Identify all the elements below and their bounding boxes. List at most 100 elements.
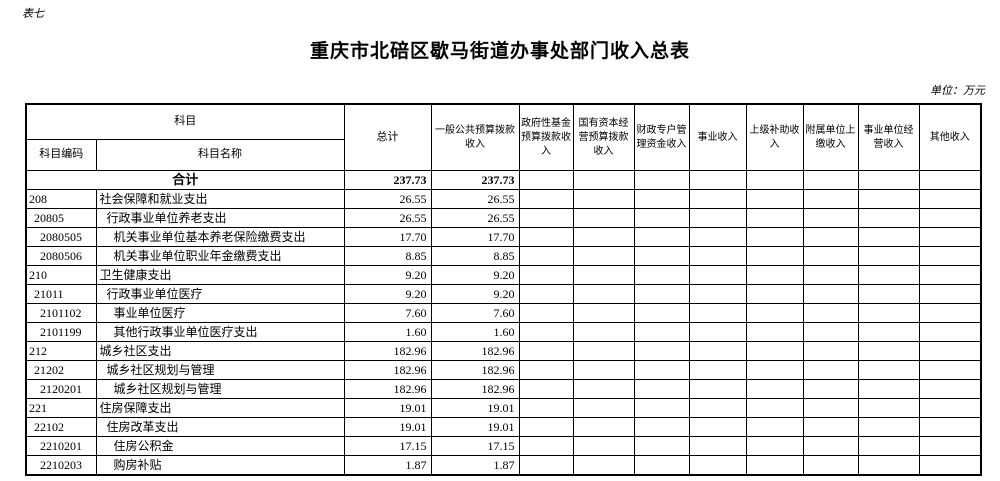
table-row: 2210203 购房补贴 1.87 1.87 [25, 455, 982, 476]
value-cell [918, 246, 982, 266]
value-cell [857, 303, 920, 323]
value-cell [745, 246, 804, 266]
header-row-1: 科目 总计 一般公共预算拨款收入 政府性基金预算拨款收入 国有资本经营预算拨款收… [25, 103, 982, 171]
total-row-value: 237.73 [343, 170, 432, 190]
subject-code-cell: 2080506 [25, 246, 97, 266]
value-cell [633, 227, 690, 247]
value-cell [518, 322, 574, 342]
value-cell [918, 227, 982, 247]
value-cell [633, 341, 690, 361]
value-cell: 17.70 [430, 227, 520, 247]
income-table-body: 合计 237.73 237.73 208 社会保障和就业支出 26.55 26.55 2080… [25, 170, 982, 476]
value-cell [802, 246, 859, 266]
value-cell [802, 208, 859, 228]
total-row: 合计 237.73 237.73 [25, 170, 982, 190]
value-cell [918, 284, 982, 304]
value-cell [518, 246, 574, 266]
value-cell: 9.20 [430, 265, 520, 285]
value-cell: 17.15 [430, 436, 520, 456]
subject-code-cell: 208 [25, 189, 97, 209]
subject-code-cell: 2080505 [25, 227, 97, 247]
column-header-general-budget: 一般公共预算拨款收入 [430, 103, 520, 171]
subject-code-cell: 21202 [25, 360, 97, 380]
value-cell [633, 246, 690, 266]
value-cell: 17.70 [343, 227, 432, 247]
value-cell [802, 398, 859, 418]
subject-code-cell: 212 [25, 341, 97, 361]
value-cell: 19.01 [343, 417, 432, 437]
value-cell [688, 341, 747, 361]
value-cell [918, 303, 982, 323]
value-cell [633, 398, 690, 418]
value-cell [918, 360, 982, 380]
value-cell [745, 322, 804, 342]
subject-name-cell: 住房保障支出 [95, 398, 345, 418]
value-cell [745, 417, 804, 437]
subject-name-cell: 购房补贴 [95, 455, 345, 476]
value-cell [572, 322, 635, 342]
value-cell [745, 303, 804, 323]
total-row-value [857, 170, 920, 190]
value-cell [745, 227, 804, 247]
value-cell [745, 360, 804, 380]
value-cell: 182.96 [343, 341, 432, 361]
table-row: 2080506 机关事业单位职业年金缴费支出 8.85 8.85 [25, 246, 982, 266]
value-cell [918, 398, 982, 418]
value-cell [857, 322, 920, 342]
value-cell [633, 265, 690, 285]
value-cell [745, 398, 804, 418]
value-cell [802, 379, 859, 399]
table-row: 2101102 事业单位医疗 7.60 7.60 [25, 303, 982, 323]
value-cell: 1.87 [430, 455, 520, 476]
value-cell [857, 379, 920, 399]
table-row: 2210201 住房公积金 17.15 17.15 [25, 436, 982, 456]
subject-code-cell: 210 [25, 265, 97, 285]
subject-name-cell: 卫生健康支出 [95, 265, 345, 285]
total-row-value [745, 170, 804, 190]
value-cell [518, 417, 574, 437]
table-row: 21202 城乡社区规划与管理 182.96 182.96 [25, 360, 982, 380]
subject-code-cell: 2101199 [25, 322, 97, 342]
table-row: 208 社会保障和就业支出 26.55 26.55 [25, 189, 982, 209]
column-header-operating-income: 事业单位经营收入 [857, 103, 920, 171]
value-cell [857, 208, 920, 228]
value-cell [572, 208, 635, 228]
value-cell [918, 379, 982, 399]
value-cell [572, 284, 635, 304]
value-cell: 19.01 [430, 398, 520, 418]
value-cell [918, 417, 982, 437]
value-cell [918, 265, 982, 285]
value-cell [745, 265, 804, 285]
table-header: 科目 总计 一般公共预算拨款收入 政府性基金预算拨款收入 国有资本经营预算拨款收… [25, 103, 982, 171]
subject-name-cell: 机关事业单位职业年金缴费支出 [95, 246, 345, 266]
value-cell [857, 265, 920, 285]
total-row-value [518, 170, 574, 190]
value-cell [918, 208, 982, 228]
value-cell: 9.20 [343, 265, 432, 285]
value-cell: 182.96 [430, 379, 520, 399]
value-cell [688, 246, 747, 266]
column-header-state-capital: 国有资本经营预算拨款收入 [572, 103, 635, 171]
subject-name-cell: 住房改革支出 [95, 417, 345, 437]
value-cell [918, 189, 982, 209]
value-cell: 182.96 [430, 341, 520, 361]
value-cell [572, 417, 635, 437]
table-row: 21011 行政事业单位医疗 9.20 9.20 [25, 284, 982, 304]
table-row: 22102 住房改革支出 19.01 19.01 [25, 417, 982, 437]
column-header-fiscal-account: 财政专户管理资金收入 [633, 103, 690, 171]
value-cell [857, 284, 920, 304]
value-cell [802, 360, 859, 380]
value-cell [572, 303, 635, 323]
value-cell [857, 398, 920, 418]
value-cell [633, 417, 690, 437]
value-cell [518, 341, 574, 361]
value-cell [518, 360, 574, 380]
value-cell [802, 322, 859, 342]
value-cell: 1.87 [343, 455, 432, 476]
value-cell [918, 436, 982, 456]
subject-name-header: 科目名称 [95, 139, 345, 171]
column-header-business-income: 事业收入 [688, 103, 747, 171]
value-cell [802, 303, 859, 323]
value-cell [802, 227, 859, 247]
value-cell: 182.96 [343, 360, 432, 380]
